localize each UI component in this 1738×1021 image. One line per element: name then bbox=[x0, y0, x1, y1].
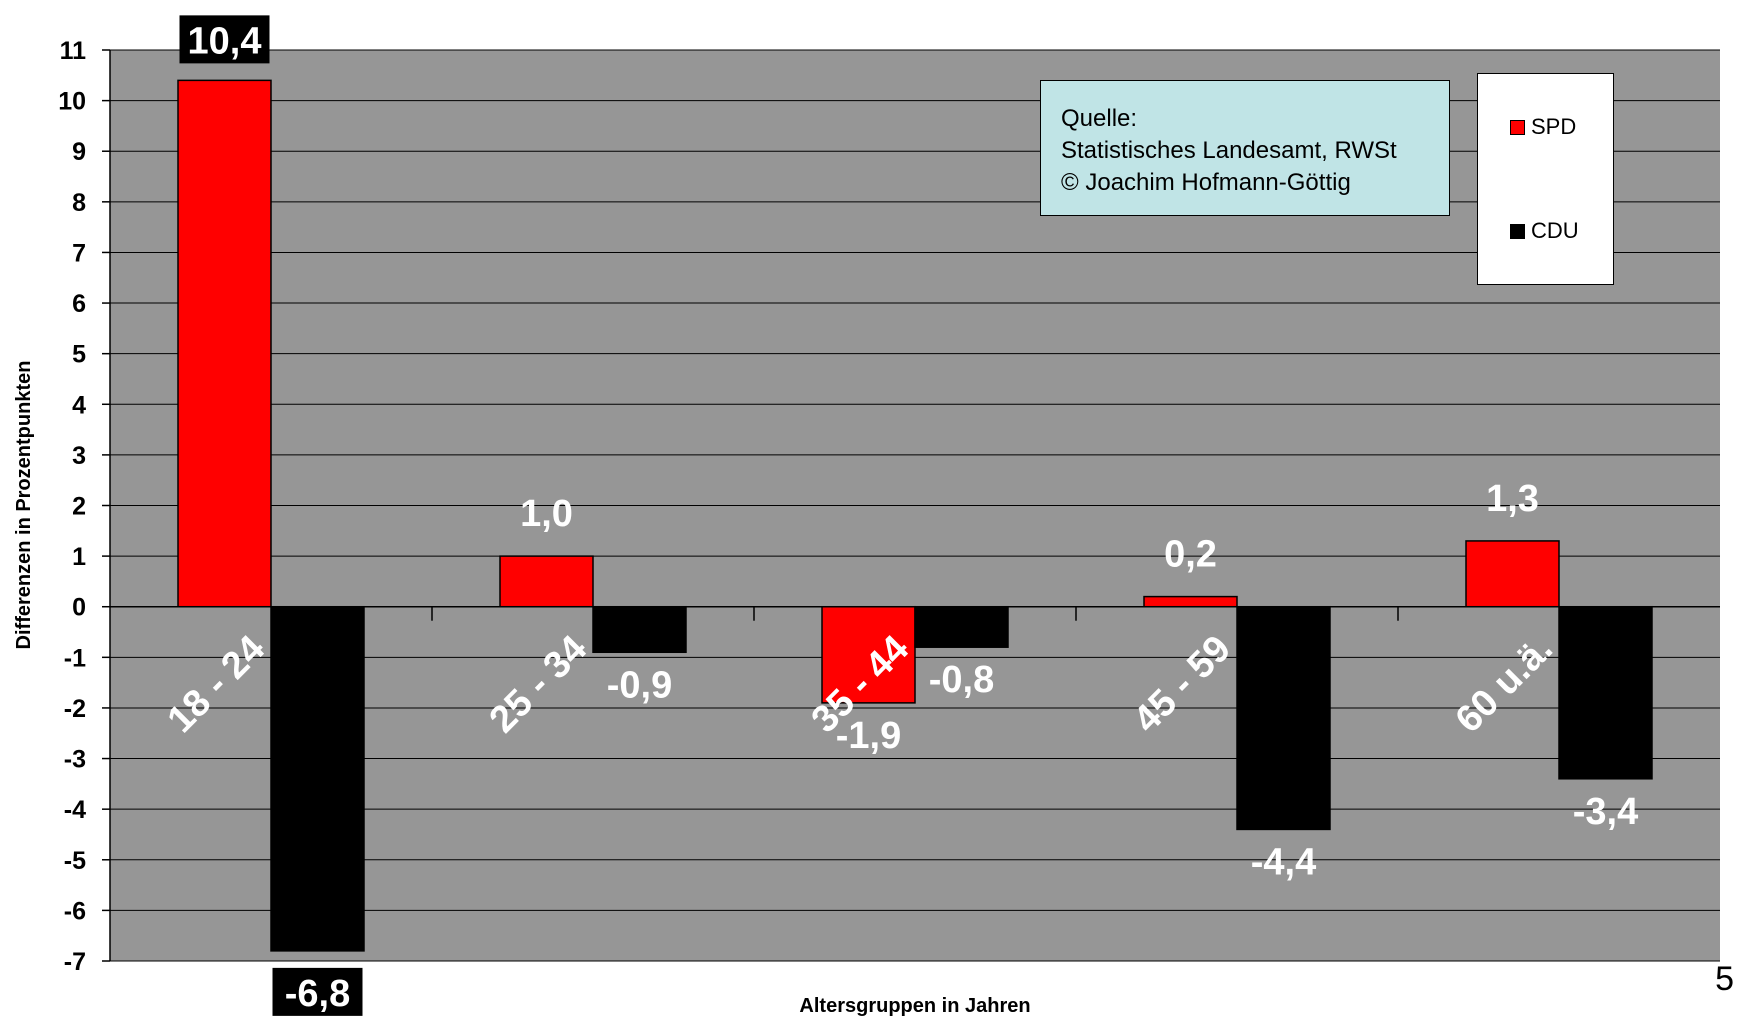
data-label: -3,4 bbox=[1573, 791, 1638, 833]
source-note-box: Quelle: Statistisches Landesamt, RWSt © … bbox=[1040, 80, 1450, 216]
y-tick-label: 0 bbox=[72, 594, 86, 622]
bar-cdu bbox=[592, 605, 687, 654]
spd-swatch bbox=[1510, 119, 1525, 135]
y-axis-title: Differenzen in Prozentpunkten bbox=[13, 361, 35, 650]
data-label: -0,9 bbox=[607, 664, 672, 706]
page-number: 5 bbox=[1715, 960, 1734, 998]
y-tick-label: -4 bbox=[64, 796, 86, 824]
y-tick-label: 9 bbox=[72, 138, 86, 166]
y-tick-label: 8 bbox=[72, 189, 86, 217]
data-label: 1,0 bbox=[520, 493, 573, 535]
bars bbox=[177, 79, 1653, 952]
y-tick-label: 10 bbox=[58, 88, 86, 116]
y-tick-label: 5 bbox=[72, 341, 86, 369]
legend: SPD CDU bbox=[1477, 73, 1614, 285]
source-note-line-3: © Joachim Hofmann-Göttig bbox=[1061, 169, 1351, 196]
gridlines bbox=[110, 49, 1720, 962]
y-tick-label: -3 bbox=[64, 746, 86, 774]
y-tick-label: -1 bbox=[64, 644, 86, 672]
data-label: -0,8 bbox=[929, 659, 994, 701]
y-tick-label: 11 bbox=[60, 37, 87, 65]
y-tick-label: -7 bbox=[64, 948, 86, 976]
source-note-line-2: Statistisches Landesamt, RWSt bbox=[1061, 137, 1397, 164]
legend-item-cdu: CDU bbox=[1510, 218, 1579, 244]
y-tick-label: -5 bbox=[64, 847, 86, 875]
source-note-line-1: Quelle: bbox=[1061, 105, 1138, 132]
bar-cdu bbox=[270, 605, 365, 952]
y-tick-label: 2 bbox=[72, 493, 86, 521]
bar-spd bbox=[821, 605, 916, 704]
bar-spd bbox=[177, 79, 272, 608]
bar-cdu bbox=[1558, 605, 1653, 780]
data-label: 0,2 bbox=[1164, 534, 1217, 576]
data-label: -1,9 bbox=[836, 715, 901, 757]
data-label: -4,4 bbox=[1251, 841, 1316, 883]
y-tick-label: 6 bbox=[72, 290, 86, 318]
bar-spd bbox=[499, 555, 594, 608]
y-tick-label: 4 bbox=[72, 391, 86, 419]
y-tick-label: 3 bbox=[72, 442, 86, 470]
x-axis-title: Altersgruppen in Jahren bbox=[799, 995, 1030, 1017]
bar-cdu bbox=[1236, 605, 1331, 831]
y-tick-label: -2 bbox=[64, 695, 86, 723]
y-tick-label: 1 bbox=[72, 543, 86, 571]
legend-item-spd: SPD bbox=[1510, 114, 1576, 140]
y-tick-label: -6 bbox=[64, 897, 86, 925]
legend-label-spd: SPD bbox=[1531, 114, 1577, 139]
data-label: 1,3 bbox=[1486, 478, 1539, 520]
bar-cdu bbox=[914, 605, 1009, 648]
cdu-swatch bbox=[1510, 223, 1525, 239]
bar-spd bbox=[1465, 540, 1560, 608]
data-label-bg bbox=[179, 15, 270, 64]
data-label: -6,8 bbox=[285, 973, 350, 1015]
legend-label-cdu: CDU bbox=[1531, 218, 1579, 243]
data-label-bg bbox=[272, 967, 363, 1016]
bar-spd bbox=[1143, 595, 1238, 608]
data-labels: 10,4 -6,8 1,0 -0,9 -1,9 -0,8 0,2 -4,4 1,3 -3,4 bbox=[179, 15, 1638, 1016]
y-tick-label: 7 bbox=[72, 239, 86, 267]
data-label: 10,4 bbox=[188, 20, 262, 62]
